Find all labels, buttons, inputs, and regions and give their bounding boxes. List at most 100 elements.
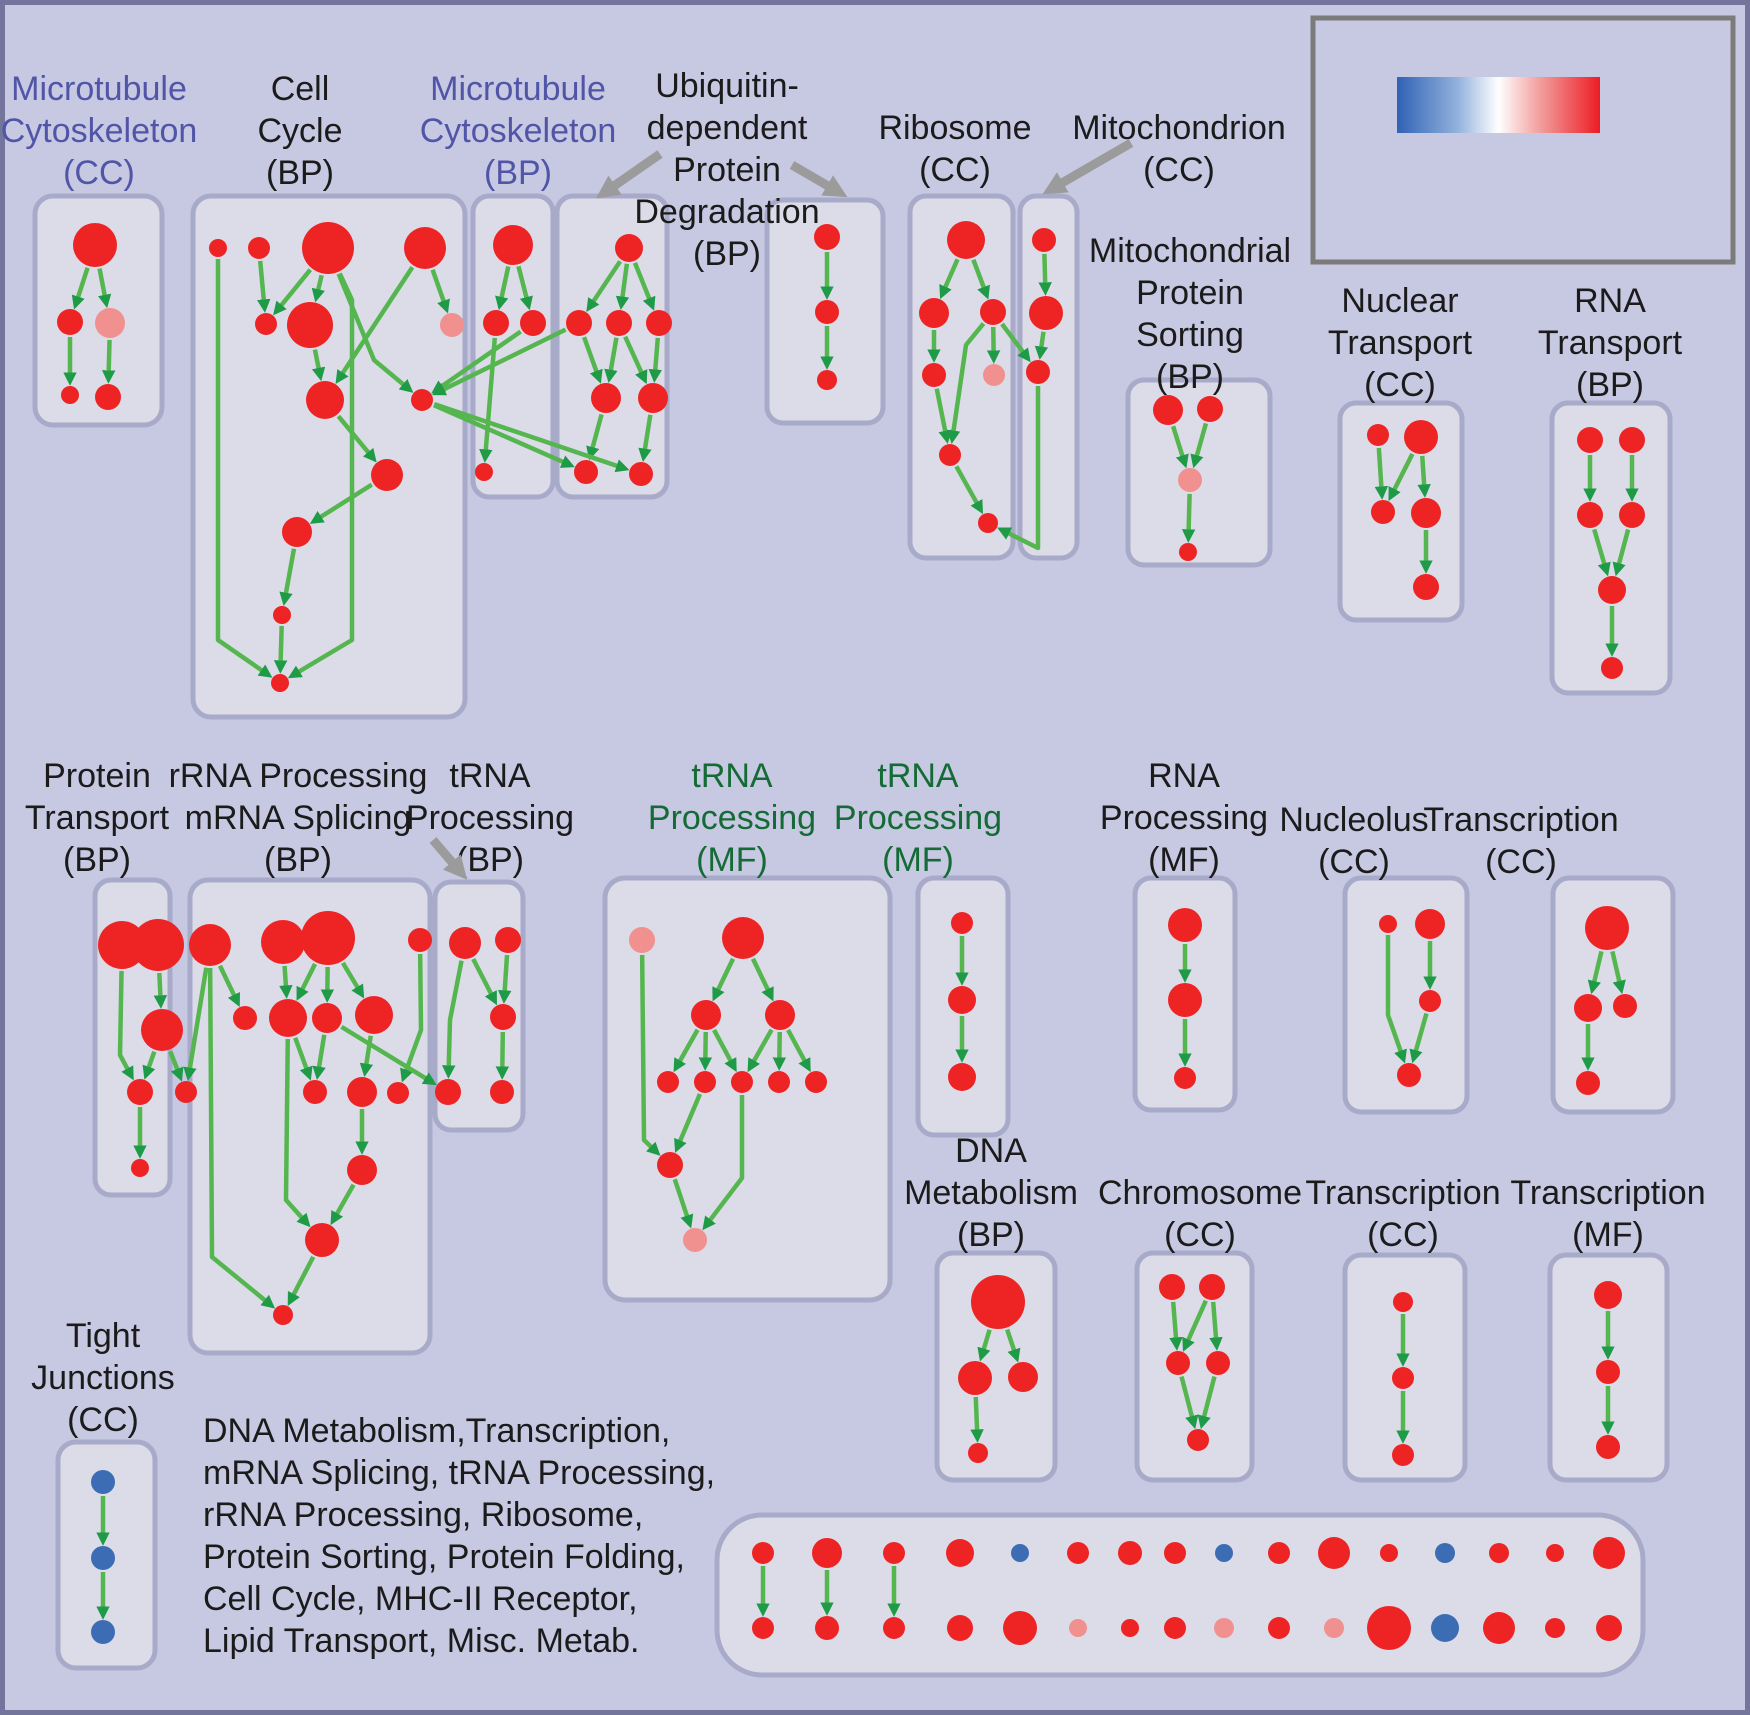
mitochondrial-protein-sorting-bp-node-2 (1178, 468, 1202, 492)
protein-transport-bp-node-2 (141, 1009, 183, 1051)
ubiquitin-dependent-protein-degradation-bp-node-6 (574, 460, 598, 484)
cluster-label-rrna-processing-mrna-splicing-bp: (BP) (264, 841, 332, 879)
cell-cycle-bp-node-4 (255, 313, 277, 335)
legend-gradient-bar (1397, 77, 1600, 133)
rna-transport-bp-node-3 (1619, 502, 1645, 528)
ubiquitin-degradation-bp-2-node-1 (815, 300, 839, 324)
cluster-label-protein-transport-bp: Transport (25, 799, 170, 837)
transcription-cc-bottom-node-0 (1393, 1292, 1413, 1312)
ribosome-cc-node-2 (980, 299, 1006, 325)
cluster-label-mitochondrial-protein-sorting-bp: (BP) (1156, 358, 1224, 396)
microtubule-cytoskeleton-bp-node-0 (493, 225, 533, 265)
bottom-panel-node-bottom-5 (1069, 1619, 1087, 1637)
rrna-processing-mrna-splicing-bp-node-5 (269, 999, 307, 1037)
cluster-label-trna-processing-bp: Processing (406, 799, 574, 837)
cell-cycle-bp-node-12 (271, 674, 289, 692)
edge-rrna-processing-mrna-splicing-bp (217, 964, 240, 1008)
cluster-label-nuclear-transport-cc: Transport (1328, 324, 1473, 362)
trna-processing-mf-small-node-0 (951, 912, 973, 934)
cluster-label-trna-processing-bp: tRNA (449, 757, 531, 795)
edge-ubiquitin-dependent-protein-degradation-bp (604, 337, 619, 384)
nucleolus-cc-node-3 (1397, 1063, 1421, 1087)
edge-rna-transport-bp (1592, 528, 1611, 577)
cell-cycle-bp-node-6 (440, 313, 464, 337)
cluster-label-protein-transport-bp: (BP) (63, 841, 131, 879)
cluster-label-transcription-cc-mid: Transcription (1423, 801, 1618, 839)
edge-trna-processing-mf-large (672, 1178, 694, 1229)
rna-transport-bp-node-5 (1601, 657, 1623, 679)
cell-cycle-bp-node-11 (273, 606, 291, 624)
rna-processing-mf-node-1 (1168, 983, 1202, 1017)
cluster-label-dna-metabolism-bp: (BP) (957, 1216, 1025, 1254)
cluster-label-microtubule-cytoskeleton-bp: Cytoskeleton (420, 112, 617, 150)
cross-edge (432, 403, 575, 468)
bottom-panel-node-bottom-8 (1214, 1618, 1234, 1638)
chromosome-cc-node-0 (1159, 1274, 1185, 1300)
bottom-panel-node-bottom-1 (815, 1616, 839, 1640)
dna-metabolism-bp-node-1 (958, 1361, 992, 1395)
bottom-panel-node-bottom-13 (1483, 1612, 1515, 1644)
rrna-processing-mrna-splicing-bp-node-3 (408, 928, 432, 952)
misc-categories-text-line: Lipid Transport, Misc. Metab. (203, 1622, 640, 1660)
edge-dna-metabolism-bp (1005, 1328, 1021, 1363)
cluster-label-trna-processing-mf-small: Processing (834, 799, 1002, 837)
cluster-label-tight-junctions-cc: Tight (66, 1317, 141, 1355)
cluster-label-rna-processing-mf: Processing (1100, 799, 1268, 837)
edge-microtubule-cytoskeleton-cc (71, 267, 90, 310)
edge-nucleolus-cc (1409, 1012, 1429, 1064)
cluster-label-trna-processing-mf-large: tRNA (691, 757, 773, 795)
rrna-processing-mrna-splicing-bp-node-2 (301, 911, 355, 965)
misc-categories-text-line: Cell Cycle, MHC-II Receptor, (203, 1580, 638, 1618)
edge-trna-processing-mf-large (673, 1028, 700, 1073)
edge-trna-processing-mf-large (747, 1028, 774, 1073)
edge-nuclear-transport-cc (1374, 447, 1389, 500)
cluster-label-rna-processing-mf: RNA (1148, 757, 1220, 795)
cluster-label-transcription-cc-mid: (CC) (1485, 843, 1557, 881)
edge-cell-cycle-bp (336, 414, 377, 463)
cluster-label-transcription-cc-bottom: (CC) (1367, 1216, 1439, 1254)
trna-processing-mf-large-node-10 (683, 1228, 707, 1252)
edge-rrna-processing-mrna-splicing-bp (330, 1183, 356, 1226)
mitochondrion-cc-node-1 (1029, 296, 1063, 330)
cluster-label-transcription-mf: Transcription (1510, 1174, 1705, 1212)
edge-ubiquitin-dependent-protein-degradation-bp (581, 336, 603, 384)
edge-nucleolus-cc (1385, 935, 1407, 1064)
bottom-panel-node-bottom-7 (1164, 1617, 1186, 1639)
cluster-label-protein-transport-bp: Protein (43, 757, 151, 795)
bottom-panel-node-bottom-3 (947, 1615, 973, 1641)
edge-trna-processing-mf-large (702, 1095, 745, 1231)
trna-processing-mf-large-node-6 (731, 1071, 753, 1093)
nuclear-transport-cc-node-0 (1367, 424, 1389, 446)
rna-processing-mf-node-0 (1168, 908, 1202, 942)
cell-cycle-bp-node-3 (404, 227, 446, 269)
label-pointer-arrow (595, 150, 663, 199)
edge-ubiquitin-dependent-protein-degradation-bp (638, 414, 653, 462)
edge-microtubule-cytoskeleton-bp (495, 266, 511, 311)
edge-rrna-processing-mrna-splicing-bp (283, 1038, 311, 1228)
cell-cycle-bp-node-9 (371, 459, 403, 491)
rrna-processing-mrna-splicing-bp-node-8 (175, 1081, 197, 1103)
transcription-cc-mid-node-0 (1585, 906, 1629, 950)
ribosome-cc-node-4 (983, 364, 1005, 386)
edge-trna-processing-bp (441, 960, 464, 1079)
edge-nuclear-transport-cc (1388, 452, 1415, 502)
edge-transcription-cc-mid (1610, 950, 1626, 995)
bottom-panel-node-top-11 (1380, 1544, 1398, 1562)
trna-processing-bp-node-1 (495, 927, 521, 953)
cluster-label-ribosome-cc: (CC) (919, 151, 991, 189)
bottom-panel-node-top-13 (1489, 1543, 1509, 1563)
edges-layer (63, 252, 1639, 1620)
cell-cycle-bp-node-8 (411, 389, 433, 411)
edge-cell-cycle-bp (279, 548, 297, 606)
edge-cell-cycle-bp (215, 259, 273, 678)
trna-processing-mf-large-node-8 (805, 1071, 827, 1093)
cluster-box-dna-metabolism-bp (934, 1250, 1058, 1483)
trna-processing-bp-node-0 (449, 927, 481, 959)
misc-categories-text-line: rRNA Processing, Ribosome, (203, 1496, 643, 1534)
bottom-panel-node-top-15 (1593, 1537, 1625, 1569)
bottom-panel-node-bottom-11 (1367, 1606, 1411, 1650)
ribosome-cc-node-5 (939, 444, 961, 466)
cluster-box-chromosome-cc (1134, 1250, 1255, 1483)
cluster-box-nuclear-transport-cc (1337, 400, 1465, 623)
edge-rna-transport-bp (1612, 528, 1631, 577)
